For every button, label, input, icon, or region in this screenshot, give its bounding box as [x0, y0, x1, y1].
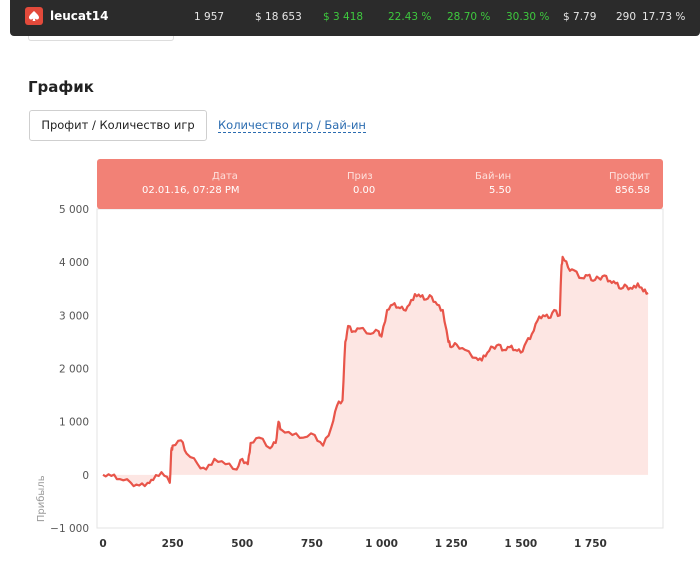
x-tick-label: 1 750	[574, 538, 607, 550]
stat-value: 17.73 %	[642, 11, 686, 23]
x-tick-label: 500	[231, 538, 253, 550]
y-tick-label: 4 000	[59, 257, 89, 269]
tooltip-buyin-value: 5.50	[489, 185, 512, 196]
section-title: График	[28, 78, 94, 96]
previous-tab-edge	[28, 36, 174, 41]
username[interactable]: leucat14	[50, 9, 109, 23]
y-tick-label: 3 000	[59, 310, 89, 322]
top-stats-bar: leucat14 1 957 $ 18 653 $ 3 418 22.43 % 28.7…	[10, 0, 700, 36]
profit-line	[102, 255, 649, 488]
stat-value: $ 3 418	[323, 11, 364, 23]
x-tick-label: 750	[301, 538, 323, 550]
stat-value: 30.30 %	[506, 11, 550, 23]
tooltip-profit-value: 856.58	[615, 185, 650, 196]
stat-value: $ 7.79	[563, 11, 597, 23]
stat-value: $ 18 653	[255, 11, 302, 23]
y-tick-label: 0	[82, 470, 89, 482]
x-tick-label: 250	[162, 538, 184, 550]
x-tick-label: 0	[99, 538, 106, 550]
y-tick-label: 1 000	[59, 417, 89, 429]
stat-value: 290	[616, 11, 637, 23]
tooltip-prize-label: Приз	[347, 171, 373, 182]
tooltip-profit-label: Профит	[609, 171, 650, 182]
profit-chart: 5 000 4 000 3 000 2 000 1 000 0 −1 000 0 250 500 7…	[36, 204, 664, 550]
chart-tooltip: Дата 02.01.16, 07:28 PM Приз 0.00 Бай-ин…	[97, 159, 663, 209]
x-tick-label: 1 250	[435, 538, 468, 550]
tooltip-prize-value: 0.00	[353, 185, 376, 196]
stat-value: 22.43 %	[388, 11, 432, 23]
tab-profit-games[interactable]: Профит / Количество игр	[29, 110, 207, 141]
y-tick-label: 2 000	[59, 364, 89, 376]
stat-value: 1 957	[194, 11, 225, 23]
y-tick-label: 5 000	[59, 204, 89, 216]
poker-spade-icon[interactable]	[25, 7, 43, 25]
tooltip-buyin-label: Бай-ин	[475, 171, 512, 182]
x-tick-label: 1 000	[365, 538, 398, 550]
profit-area	[103, 256, 649, 486]
x-tick-label: 1 500	[504, 538, 537, 550]
y-axis-label: Прибыль	[36, 475, 47, 522]
tab-games-buyin[interactable]: Количество игр / Бай-ин	[218, 118, 366, 133]
tooltip-date-value: 02.01.16, 07:28 PM	[142, 185, 240, 196]
y-tick-label: −1 000	[50, 523, 89, 535]
tooltip-date-label: Дата	[212, 171, 238, 182]
stat-value: 28.70 %	[447, 11, 491, 23]
